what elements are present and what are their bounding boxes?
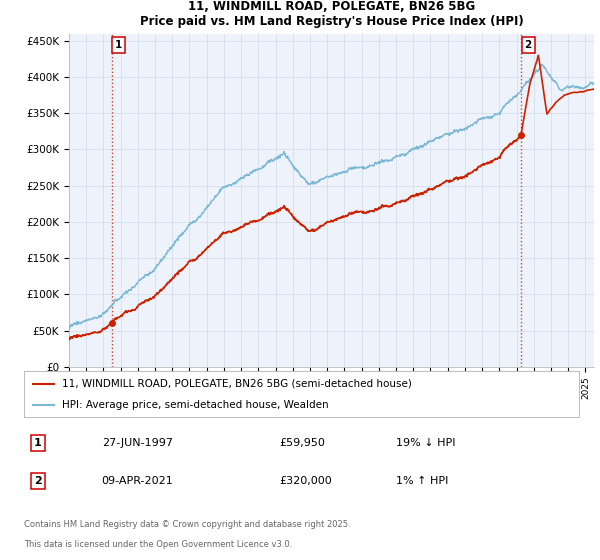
Text: 1: 1 xyxy=(34,438,42,448)
Text: 19% ↓ HPI: 19% ↓ HPI xyxy=(396,438,455,448)
Text: This data is licensed under the Open Government Licence v3.0.: This data is licensed under the Open Gov… xyxy=(24,540,292,549)
Text: £59,950: £59,950 xyxy=(280,438,325,448)
Text: 2: 2 xyxy=(524,40,532,50)
Text: 11, WINDMILL ROAD, POLEGATE, BN26 5BG (semi-detached house): 11, WINDMILL ROAD, POLEGATE, BN26 5BG (s… xyxy=(62,379,412,389)
Text: 1% ↑ HPI: 1% ↑ HPI xyxy=(396,476,448,486)
Title: 11, WINDMILL ROAD, POLEGATE, BN26 5BG
Price paid vs. HM Land Registry's House Pr: 11, WINDMILL ROAD, POLEGATE, BN26 5BG Pr… xyxy=(140,0,523,28)
Text: £320,000: £320,000 xyxy=(280,476,332,486)
Text: 2: 2 xyxy=(34,476,42,486)
Text: 27-JUN-1997: 27-JUN-1997 xyxy=(102,438,173,448)
Text: Contains HM Land Registry data © Crown copyright and database right 2025.: Contains HM Land Registry data © Crown c… xyxy=(24,520,350,529)
Text: HPI: Average price, semi-detached house, Wealden: HPI: Average price, semi-detached house,… xyxy=(62,400,328,410)
Text: 1: 1 xyxy=(115,40,122,50)
Text: 09-APR-2021: 09-APR-2021 xyxy=(102,476,173,486)
